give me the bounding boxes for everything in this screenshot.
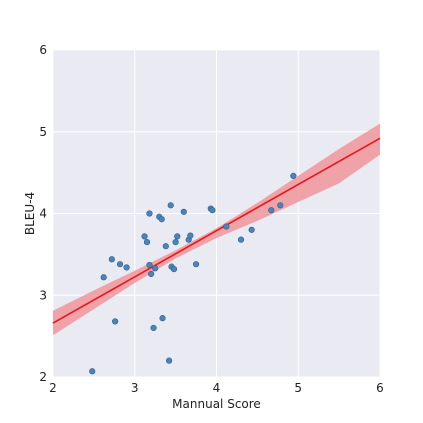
data-point	[150, 324, 157, 332]
x-tick-label: 2	[49, 381, 57, 395]
regression-line	[52, 137, 381, 324]
y-tick-label: 3	[39, 288, 47, 302]
data-point	[192, 261, 200, 268]
data-point	[146, 210, 153, 217]
data-point	[174, 233, 181, 240]
data-point	[277, 202, 284, 209]
data-point	[159, 315, 166, 322]
y-tick-label: 6	[39, 43, 47, 57]
x-tick-label: 5	[294, 381, 302, 395]
data-point	[223, 223, 230, 230]
data-point	[143, 239, 151, 246]
data-point	[141, 233, 148, 240]
data-point	[152, 265, 159, 272]
data-point	[237, 236, 245, 243]
data-point	[268, 207, 275, 214]
data-point	[248, 226, 255, 233]
y-tick-label: 4	[39, 207, 47, 221]
x-tick-label: 3	[131, 381, 139, 395]
scatter-points	[89, 172, 297, 375]
x-tick-label: 6	[376, 381, 384, 395]
grid	[52, 49, 381, 378]
data-point	[162, 243, 169, 250]
data-point	[148, 270, 155, 278]
data-point	[209, 207, 216, 214]
confidence-band	[53, 123, 380, 336]
data-point	[290, 172, 297, 179]
data-point	[167, 202, 174, 209]
x-axis-label: Mannual Score	[172, 397, 261, 411]
data-point	[158, 216, 165, 223]
data-point	[187, 232, 194, 239]
data-point	[112, 318, 119, 325]
data-point	[165, 357, 173, 364]
data-point	[108, 256, 115, 263]
data-point	[116, 261, 124, 268]
y-tick-label: 5	[39, 125, 47, 139]
y-axis-ticks: 2 3 4 5 6	[39, 43, 47, 384]
data-point	[89, 368, 96, 375]
x-tick-label: 4	[213, 381, 221, 395]
data-point	[172, 239, 179, 246]
x-axis-ticks: 2 3 4 5 6	[49, 381, 384, 395]
data-point	[123, 264, 130, 271]
y-axis-label: BLEU-4	[23, 192, 37, 235]
data-point	[146, 261, 153, 269]
data-point	[180, 208, 187, 215]
data-point	[170, 265, 178, 273]
data-point	[100, 274, 107, 281]
y-tick-label: 2	[39, 370, 47, 384]
